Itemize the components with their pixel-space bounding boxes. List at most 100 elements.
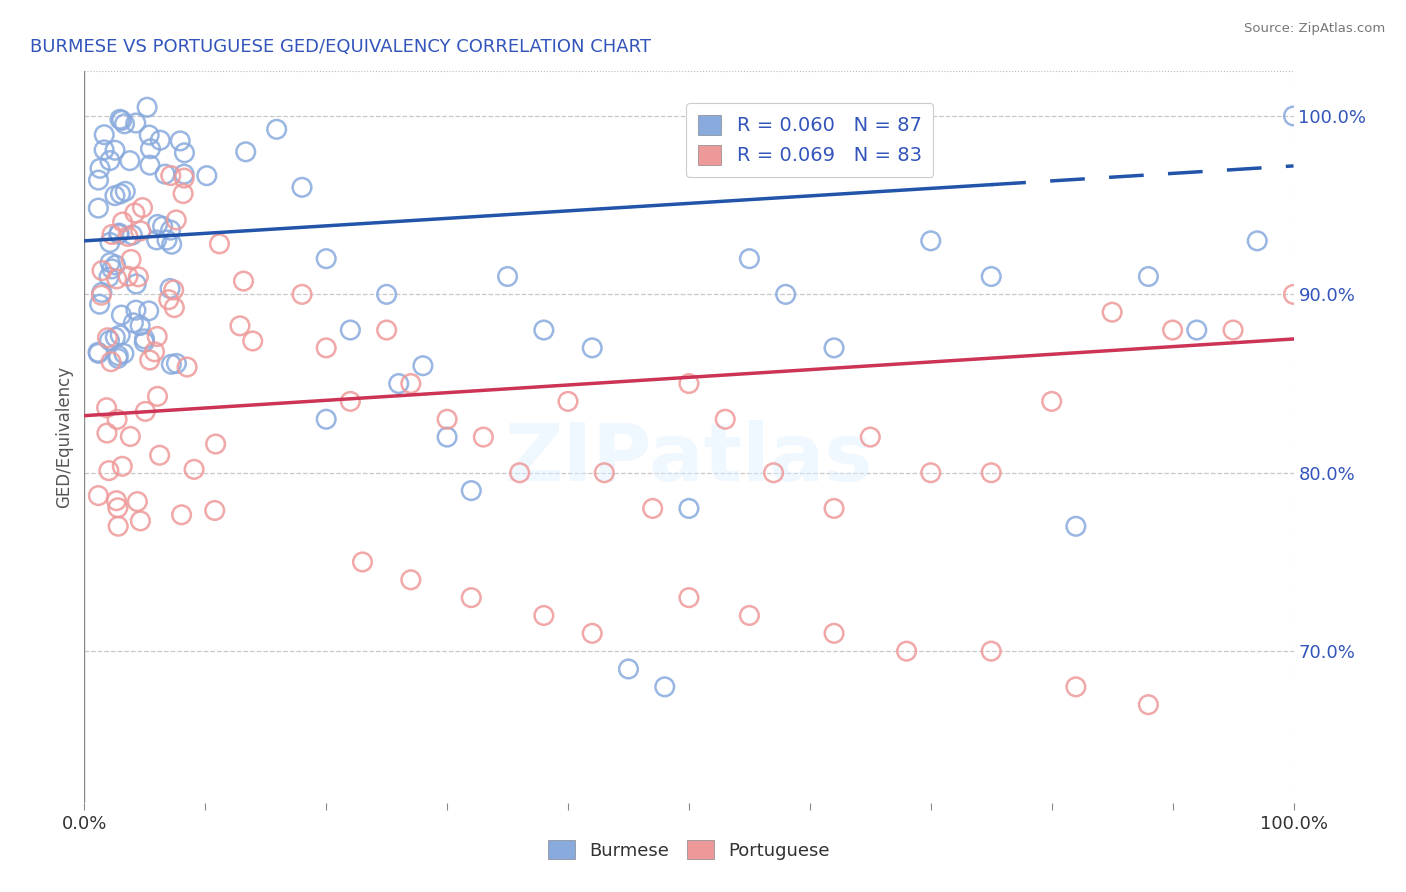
Point	[460, 483, 482, 498]
Point	[375, 323, 398, 337]
Point	[98, 255, 121, 269]
Point	[1185, 323, 1208, 337]
Point	[170, 508, 193, 522]
Point	[496, 269, 519, 284]
Point	[173, 171, 195, 186]
Point	[460, 591, 482, 605]
Point	[136, 100, 159, 114]
Point	[138, 304, 160, 318]
Point	[1222, 323, 1244, 337]
Point	[111, 113, 134, 128]
Point	[208, 236, 231, 251]
Point	[111, 215, 134, 229]
Point	[169, 134, 191, 148]
Point	[159, 169, 181, 183]
Point	[110, 308, 132, 322]
Point	[125, 303, 148, 318]
Point	[165, 356, 187, 370]
Point	[896, 644, 918, 658]
Point	[823, 626, 845, 640]
Point	[89, 161, 111, 176]
Point	[388, 376, 411, 391]
Point	[93, 128, 115, 142]
Point	[412, 359, 434, 373]
Point	[399, 573, 422, 587]
Point	[91, 263, 114, 277]
Point	[291, 287, 314, 301]
Point	[97, 464, 120, 478]
Point	[232, 274, 254, 288]
Point	[108, 328, 131, 343]
Point	[775, 287, 797, 301]
Point	[195, 169, 218, 183]
Point	[145, 233, 167, 247]
Point	[678, 501, 700, 516]
Point	[678, 376, 700, 391]
Point	[108, 226, 131, 240]
Point	[127, 269, 149, 284]
Point	[134, 332, 156, 346]
Point	[104, 188, 127, 202]
Point	[149, 448, 172, 462]
Point	[134, 404, 156, 418]
Point	[266, 122, 288, 136]
Text: BURMESE VS PORTUGUESE GED/EQUIVALENCY CORRELATION CHART: BURMESE VS PORTUGUESE GED/EQUIVALENCY CO…	[30, 38, 651, 56]
Point	[105, 412, 128, 426]
Point	[121, 228, 143, 243]
Point	[1161, 323, 1184, 337]
Point	[107, 519, 129, 533]
Point	[143, 344, 166, 359]
Point	[339, 394, 361, 409]
Point	[1282, 109, 1305, 123]
Point	[139, 158, 162, 172]
Point	[352, 555, 374, 569]
Point	[89, 297, 111, 311]
Point	[315, 252, 337, 266]
Point	[375, 287, 398, 301]
Point	[533, 323, 555, 337]
Point	[714, 412, 737, 426]
Point	[229, 318, 252, 333]
Point	[104, 330, 127, 344]
Point	[823, 501, 845, 516]
Point	[90, 285, 112, 300]
Point	[173, 167, 195, 181]
Point	[98, 153, 121, 168]
Point	[762, 466, 785, 480]
Point	[87, 345, 110, 359]
Point	[101, 261, 124, 276]
Point	[920, 466, 942, 480]
Point	[117, 269, 139, 284]
Point	[125, 116, 148, 130]
Point	[129, 224, 152, 238]
Point	[114, 185, 136, 199]
Point	[120, 252, 142, 267]
Point	[204, 503, 226, 517]
Point	[87, 201, 110, 215]
Point	[153, 167, 176, 181]
Point	[107, 349, 129, 363]
Point	[156, 233, 179, 247]
Point	[107, 351, 129, 366]
Point	[107, 500, 129, 515]
Point	[114, 117, 136, 131]
Point	[146, 218, 169, 232]
Point	[533, 608, 555, 623]
Point	[581, 341, 603, 355]
Point	[980, 269, 1002, 284]
Point	[315, 341, 337, 355]
Point	[117, 229, 139, 244]
Point	[617, 662, 640, 676]
Point	[104, 143, 127, 157]
Point	[235, 145, 257, 159]
Point	[98, 334, 121, 348]
Point	[124, 206, 146, 220]
Point	[1246, 234, 1268, 248]
Point	[146, 329, 169, 343]
Point	[920, 234, 942, 248]
Y-axis label: GED/Equivalency: GED/Equivalency	[55, 366, 73, 508]
Point	[131, 201, 153, 215]
Point	[163, 301, 186, 315]
Point	[108, 112, 131, 127]
Point	[678, 591, 700, 605]
